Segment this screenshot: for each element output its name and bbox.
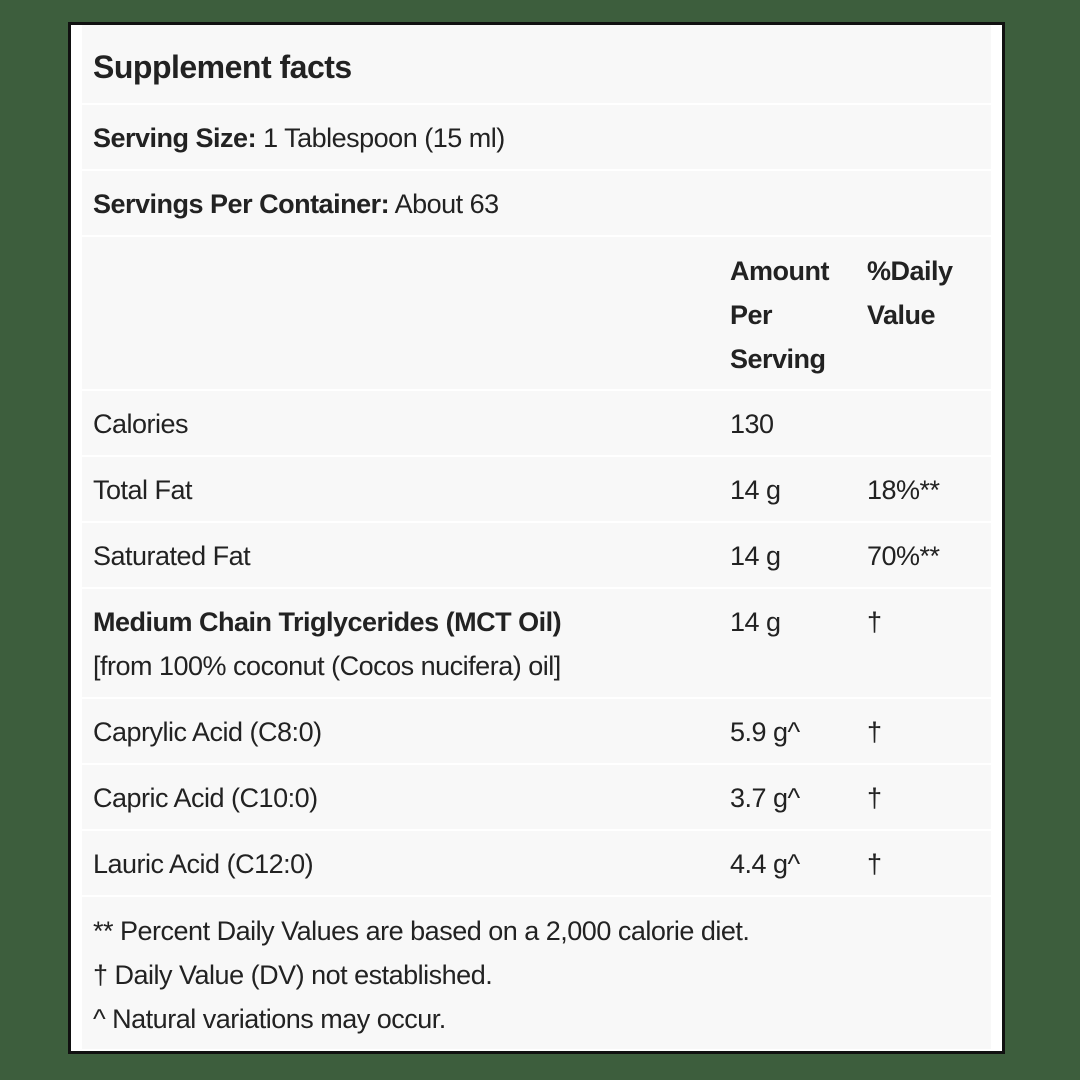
amount-header-line: Serving: [730, 344, 826, 374]
footnote: † Daily Value (DV) not established.: [93, 960, 493, 990]
table-row: Saturated Fat 14 g 70%**: [82, 523, 991, 589]
table-row: Lauric Acid (C12:0) 4.4 g^ †: [82, 831, 991, 897]
footnote: ** Percent Daily Values are based on a 2…: [93, 916, 750, 946]
daily-value-header-line: %Daily: [867, 256, 953, 286]
title-row: Supplement facts: [82, 25, 991, 105]
nutrient-daily-value: †: [867, 783, 882, 813]
nutrient-amount: 14 g: [730, 607, 781, 637]
serving-size-row: Serving Size: 1 Tablespoon (15 ml): [82, 105, 991, 171]
nutrient-daily-value: 70%**: [867, 541, 940, 571]
daily-value-header-line: Value: [867, 300, 936, 330]
amount-column-header: Amount Per Serving: [730, 249, 829, 381]
table-row: Total Fat 14 g 18%**: [82, 457, 991, 523]
nutrient-source-note: [from 100% coconut (Cocos nucifera) oil]: [93, 651, 561, 681]
nutrient-name: Lauric Acid (C12:0): [93, 849, 314, 879]
nutrient-name: Capric Acid (C10:0): [93, 783, 318, 813]
nutrient-daily-value: †: [867, 717, 882, 747]
supplement-facts-table: Supplement facts Serving Size: 1 Tablesp…: [82, 25, 991, 1049]
nutrient-daily-value: †: [867, 849, 882, 879]
table-row: Calories 130: [82, 391, 991, 457]
serving-size: Serving Size: 1 Tablespoon (15 ml): [93, 116, 505, 160]
nutrient-name: Calories: [93, 409, 189, 439]
footnotes: ** Percent Daily Values are based on a 2…: [82, 897, 991, 1049]
amount-header-line: Amount: [730, 256, 829, 286]
supplement-facts-frame: Supplement facts Serving Size: 1 Tablesp…: [68, 22, 1005, 1054]
nutrient-amount: 5.9 g^: [730, 717, 800, 747]
nutrient-amount: 130: [730, 409, 774, 439]
serving-size-value: 1 Tablespoon (15 ml): [256, 123, 505, 153]
nutrient-daily-value: †: [867, 607, 882, 637]
nutrient-name: Saturated Fat: [93, 541, 251, 571]
table-row: Capric Acid (C10:0) 3.7 g^ †: [82, 765, 991, 831]
amount-header-line: Per: [730, 300, 773, 330]
nutrient-name-block: Medium Chain Triglycerides (MCT Oil) [fr…: [93, 600, 562, 688]
daily-value-column-header: %Daily Value: [867, 249, 953, 337]
column-header-row: Amount Per Serving %Daily Value: [82, 237, 991, 391]
servings-per-container-label: Servings Per Container:: [93, 189, 390, 219]
nutrient-amount: 14 g: [730, 475, 781, 505]
nutrient-daily-value: 18%**: [867, 475, 940, 505]
serving-size-label: Serving Size:: [93, 123, 257, 153]
nutrient-amount: 14 g: [730, 541, 781, 571]
table-row: Caprylic Acid (C8:0) 5.9 g^ †: [82, 699, 991, 765]
nutrient-amount: 3.7 g^: [730, 783, 800, 813]
nutrient-amount: 4.4 g^: [730, 849, 800, 879]
servings-per-container-value: About 63: [389, 189, 500, 219]
servings-per-container: Servings Per Container: About 63: [93, 182, 499, 226]
table-title: Supplement facts: [93, 49, 352, 85]
servings-per-container-row: Servings Per Container: About 63: [82, 171, 991, 237]
nutrient-name: Caprylic Acid (C8:0): [93, 717, 322, 747]
nutrient-name: Medium Chain Triglycerides (MCT Oil): [93, 607, 562, 637]
footnote: ^ Natural variations may occur.: [93, 1004, 446, 1034]
nutrient-name: Total Fat: [93, 475, 193, 505]
table-row: Medium Chain Triglycerides (MCT Oil) [fr…: [82, 589, 991, 699]
